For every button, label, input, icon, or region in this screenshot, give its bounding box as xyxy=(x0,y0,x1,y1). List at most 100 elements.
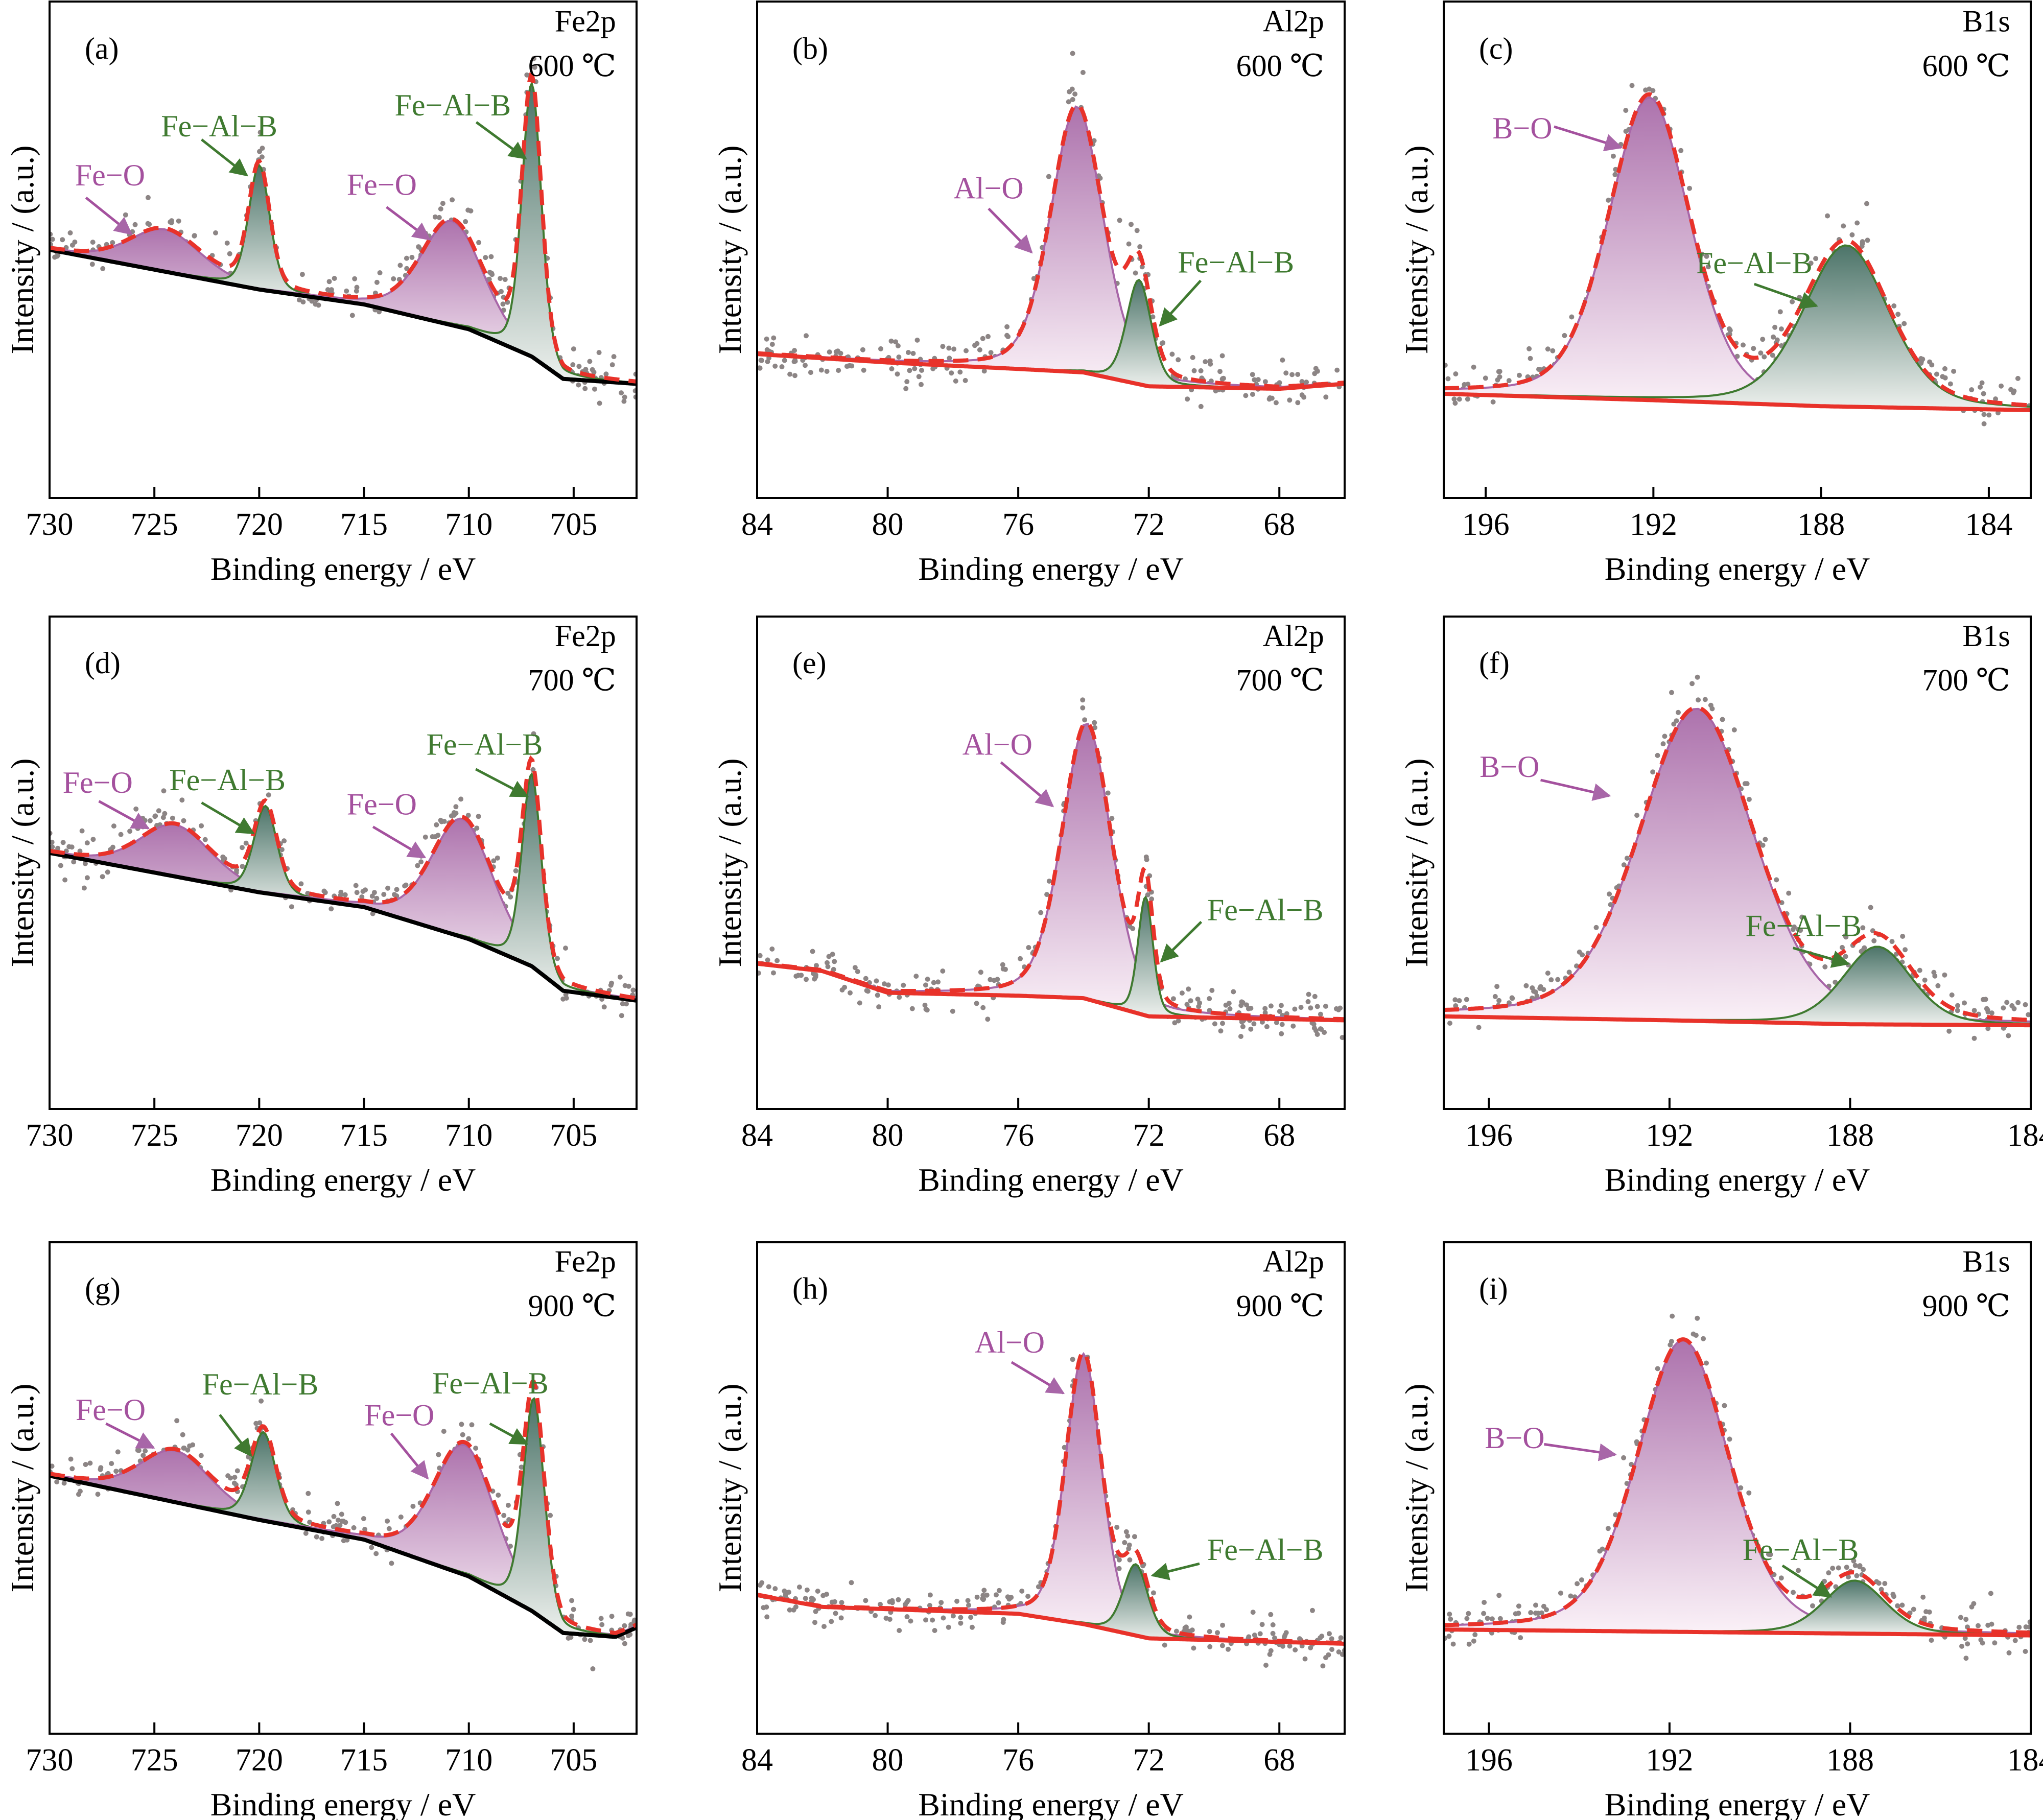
data-point xyxy=(1299,379,1305,384)
data-point xyxy=(1302,1656,1308,1662)
data-point xyxy=(609,362,615,368)
data-point xyxy=(826,954,832,959)
data-point xyxy=(404,266,410,271)
data-point xyxy=(1844,1565,1849,1570)
data-point xyxy=(1934,371,1939,377)
data-point xyxy=(1949,992,1955,998)
data-point xyxy=(1450,1641,1456,1647)
data-point xyxy=(1720,717,1725,722)
data-point xyxy=(1117,218,1122,223)
data-point xyxy=(179,797,185,803)
data-point xyxy=(958,1620,964,1626)
data-point xyxy=(1727,327,1733,333)
data-point xyxy=(231,1480,237,1486)
data-point xyxy=(970,1624,975,1630)
data-point xyxy=(1548,977,1554,983)
x-tick-label: 710 xyxy=(445,507,492,542)
data-point xyxy=(1257,1631,1263,1637)
data-point xyxy=(622,1623,627,1628)
data-point xyxy=(1189,1627,1195,1633)
data-point xyxy=(341,1519,346,1524)
peak-label: B−O xyxy=(1480,750,1539,784)
data-point xyxy=(1826,1570,1831,1576)
data-point xyxy=(786,1590,791,1595)
data-point xyxy=(1517,372,1522,378)
data-point xyxy=(932,1628,937,1633)
data-point xyxy=(1179,990,1185,996)
data-point xyxy=(925,976,930,982)
data-point xyxy=(1046,174,1051,179)
data-point xyxy=(508,894,513,900)
data-point xyxy=(957,369,963,375)
data-point xyxy=(1451,396,1457,402)
data-point xyxy=(1133,270,1138,276)
peak-label: Fe−O xyxy=(364,1399,434,1432)
data-point xyxy=(61,1480,67,1486)
data-point xyxy=(1026,945,1031,950)
data-point xyxy=(1647,86,1652,92)
data-point xyxy=(832,959,837,964)
data-point xyxy=(1287,1643,1293,1649)
data-point xyxy=(1453,371,1459,376)
data-point xyxy=(1760,842,1766,848)
data-point xyxy=(1497,369,1502,374)
data-point xyxy=(1830,1566,1836,1571)
data-point xyxy=(69,1466,75,1472)
x-tick-label: 184 xyxy=(2007,1118,2043,1153)
data-point xyxy=(305,891,311,896)
data-point xyxy=(953,379,958,384)
data-point xyxy=(1270,1630,1276,1636)
data-point xyxy=(1676,710,1681,715)
data-point xyxy=(1650,769,1656,775)
data-point xyxy=(181,818,186,823)
data-point xyxy=(1763,837,1768,842)
x-tick-label: 720 xyxy=(236,1118,283,1153)
data-point xyxy=(1267,1651,1273,1657)
data-point xyxy=(1558,1590,1563,1596)
temperature-label: 900 ℃ xyxy=(1236,1289,1324,1322)
data-point xyxy=(1544,1607,1549,1613)
data-point xyxy=(156,808,161,814)
data-point xyxy=(1859,244,1865,249)
x-axis-label: Binding energy / eV xyxy=(210,1162,476,1198)
data-point xyxy=(500,301,506,307)
x-tick-label: 80 xyxy=(872,507,904,542)
data-point xyxy=(620,1635,625,1641)
peak-fill-oxide xyxy=(821,722,1345,1022)
data-point xyxy=(84,875,90,881)
data-point xyxy=(1774,877,1779,883)
data-point xyxy=(824,369,830,374)
data-point xyxy=(1985,1026,1991,1031)
data-point xyxy=(498,276,503,281)
data-point xyxy=(513,868,519,873)
data-point xyxy=(1655,1366,1660,1372)
peak-arrow xyxy=(1781,1564,1833,1598)
peak-label: Fe−Al−B xyxy=(1696,246,1813,280)
data-point xyxy=(774,958,780,963)
data-point xyxy=(361,1516,366,1521)
data-point xyxy=(1843,954,1848,959)
data-point xyxy=(1539,1610,1544,1616)
data-point xyxy=(338,892,343,898)
data-point xyxy=(1575,1581,1580,1587)
data-point xyxy=(362,1527,368,1532)
data-point xyxy=(1709,706,1715,712)
data-point xyxy=(1198,368,1204,373)
data-point xyxy=(1248,1026,1254,1032)
data-point xyxy=(505,1502,511,1508)
data-point xyxy=(58,863,63,868)
data-point xyxy=(1629,83,1635,88)
data-point xyxy=(1327,1631,1332,1637)
data-point xyxy=(341,1538,346,1544)
x-tick-label: 192 xyxy=(1630,507,1677,542)
data-point xyxy=(1607,891,1612,897)
background-line xyxy=(1444,1014,2031,1028)
data-point xyxy=(1889,939,1895,944)
data-point xyxy=(783,1593,788,1598)
peak-label: Al−O xyxy=(962,728,1032,762)
data-point xyxy=(1185,1628,1191,1634)
data-point xyxy=(373,1551,379,1556)
data-point xyxy=(893,339,899,345)
data-point xyxy=(1533,1611,1538,1616)
data-point xyxy=(1489,1616,1495,1622)
